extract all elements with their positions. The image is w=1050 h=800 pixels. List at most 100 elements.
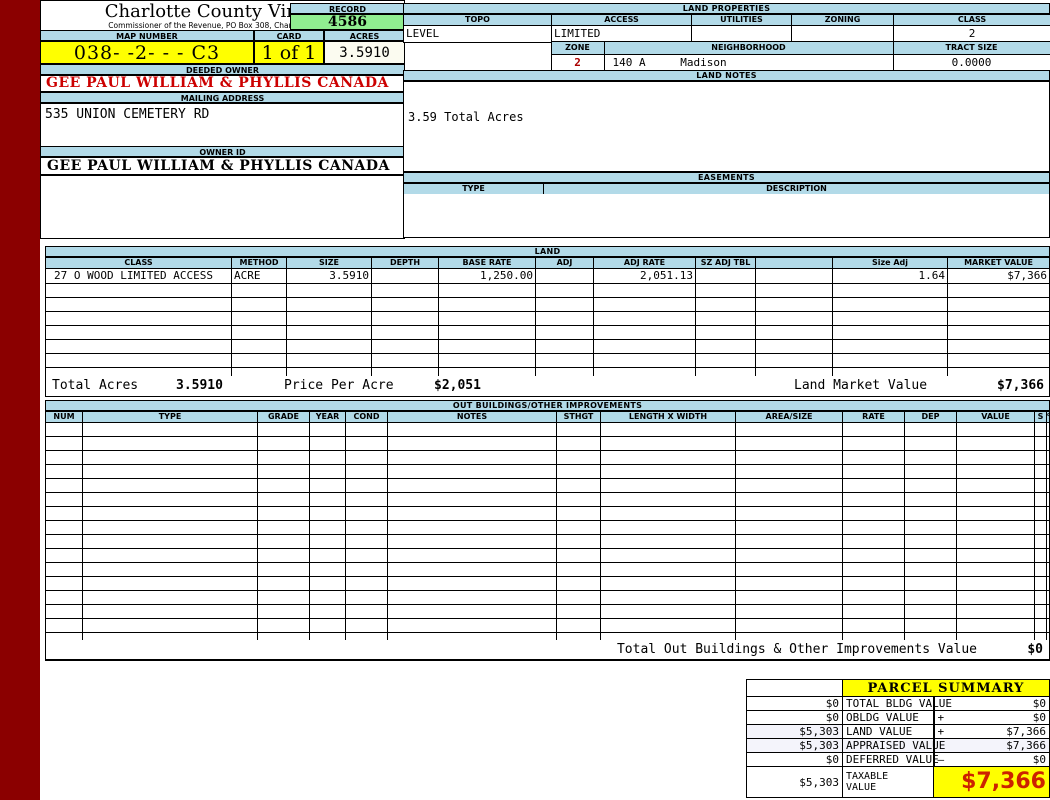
cell-empty — [387, 492, 557, 507]
cell-empty — [45, 297, 232, 312]
cell-empty — [1046, 548, 1050, 563]
cell-empty — [345, 492, 388, 507]
cell-empty — [387, 450, 557, 465]
cell-empty — [842, 562, 905, 577]
cell-empty — [257, 492, 310, 507]
parcel-summary-label: LAND VALUE — [842, 724, 934, 739]
mailing-address-label: MAILING ADDRESS — [40, 92, 405, 103]
cell-empty — [735, 450, 843, 465]
cell-empty — [556, 548, 601, 563]
cell-empty — [535, 353, 594, 368]
col-ob-notes: NOTES — [387, 411, 557, 423]
cell-empty — [1046, 590, 1050, 605]
cell-empty — [82, 590, 258, 605]
cell-empty — [904, 422, 957, 437]
land-market-value-label: Land Market Value — [794, 378, 928, 393]
cell-empty — [695, 325, 756, 340]
neighborhood-name: Madison — [680, 56, 727, 69]
acres-label: ACRES — [324, 30, 405, 41]
map-number-value[interactable]: 038- -2- - - C3 — [40, 41, 254, 64]
cell-empty — [257, 478, 310, 493]
cell-empty — [735, 520, 843, 535]
cell-empty — [82, 576, 258, 591]
cell-empty — [600, 506, 736, 521]
cell-empty — [947, 325, 1050, 340]
col-ob-dep: DEP — [904, 411, 957, 423]
parcel-summary-prior-value: $0 — [746, 696, 843, 711]
col-easement-type: TYPE — [403, 183, 544, 195]
col-ob-sthgt: STHGT — [556, 411, 601, 423]
table-row-empty — [45, 534, 1050, 549]
cell-empty — [556, 478, 601, 493]
cell-empty — [257, 576, 310, 591]
parcel-summary-title: PARCEL SUMMARY — [842, 679, 1050, 697]
col-ob-num: NUM — [45, 411, 83, 423]
neighborhood-code: 140 A — [612, 56, 646, 69]
cell-empty — [600, 436, 736, 451]
cell-empty — [904, 590, 957, 605]
cell-empty — [257, 590, 310, 605]
land-section-header: LAND — [45, 246, 1050, 257]
cell-empty — [956, 548, 1035, 563]
cell-empty — [842, 450, 905, 465]
cell-empty — [556, 464, 601, 479]
cell-empty — [1046, 604, 1050, 619]
cell-empty — [231, 311, 287, 326]
cell-empty — [695, 339, 756, 354]
cell-empty — [45, 492, 83, 507]
cell-empty — [956, 478, 1035, 493]
cell-empty — [904, 478, 957, 493]
land-properties-table: TOPO ACCESS UTILITIES ZONING CLASS LEVEL… — [403, 14, 1050, 43]
cell-empty — [309, 478, 346, 493]
cell-empty — [600, 576, 736, 591]
cell-empty — [904, 576, 957, 591]
cell-empty — [309, 534, 346, 549]
cell-empty — [593, 339, 696, 354]
cell-empty — [1034, 436, 1047, 451]
cell-empty — [1034, 450, 1047, 465]
parcel-summary-label: OBLDG VALUE — [842, 710, 934, 725]
address-line-1: 535 UNION CEMETERY RD — [45, 107, 210, 122]
cell-land-blank — [755, 268, 833, 284]
col-land-sz-adj-tbl: SZ ADJ TBL — [695, 257, 756, 269]
card-value: 1 of 1 — [254, 41, 324, 64]
col-ob-year: YEAR — [309, 411, 346, 423]
cell-empty — [556, 618, 601, 633]
value-topo: LEVEL — [403, 25, 552, 43]
cell-empty — [82, 422, 258, 437]
cell-empty — [842, 492, 905, 507]
table-row-empty — [45, 297, 1050, 312]
cell-empty — [842, 464, 905, 479]
cell-empty — [535, 339, 594, 354]
cell-empty — [695, 311, 756, 326]
price-per-acre-value: $2,051 — [434, 378, 481, 393]
cell-empty — [556, 534, 601, 549]
parcel-summary-prior-value: $5,303 — [746, 738, 843, 753]
cell-empty — [371, 325, 439, 340]
owner-id-value: GEE PAUL WILLIAM & PHYLLIS CANADA — [40, 157, 405, 175]
cell-empty — [556, 450, 601, 465]
cell-empty — [1046, 506, 1050, 521]
cell-empty — [257, 436, 310, 451]
cell-empty — [735, 534, 843, 549]
cell-empty — [345, 576, 388, 591]
cell-empty — [286, 283, 372, 298]
land-market-value: $7,366 — [997, 378, 1044, 393]
col-ob-area: AREA/SIZE — [735, 411, 843, 423]
cell-empty — [600, 422, 736, 437]
table-row-empty — [45, 576, 1050, 591]
record-value: 4586 — [290, 14, 405, 30]
cell-empty — [556, 422, 601, 437]
cell-empty — [1046, 436, 1050, 451]
land-column-headers: CLASS METHOD SIZE DEPTH BASE RATE ADJ AD… — [45, 257, 1050, 269]
table-row-empty — [45, 478, 1050, 493]
land-table: CLASS METHOD SIZE DEPTH BASE RATE ADJ AD… — [45, 257, 1050, 396]
col-class: CLASS — [893, 14, 1050, 26]
land-properties-column-headers: TOPO ACCESS UTILITIES ZONING CLASS — [403, 14, 1050, 26]
table-row-empty — [45, 562, 1050, 577]
cell-empty — [735, 618, 843, 633]
cell-empty — [904, 604, 957, 619]
cell-empty — [956, 562, 1035, 577]
value-zone: 2 — [550, 54, 605, 71]
cell-empty — [82, 562, 258, 577]
